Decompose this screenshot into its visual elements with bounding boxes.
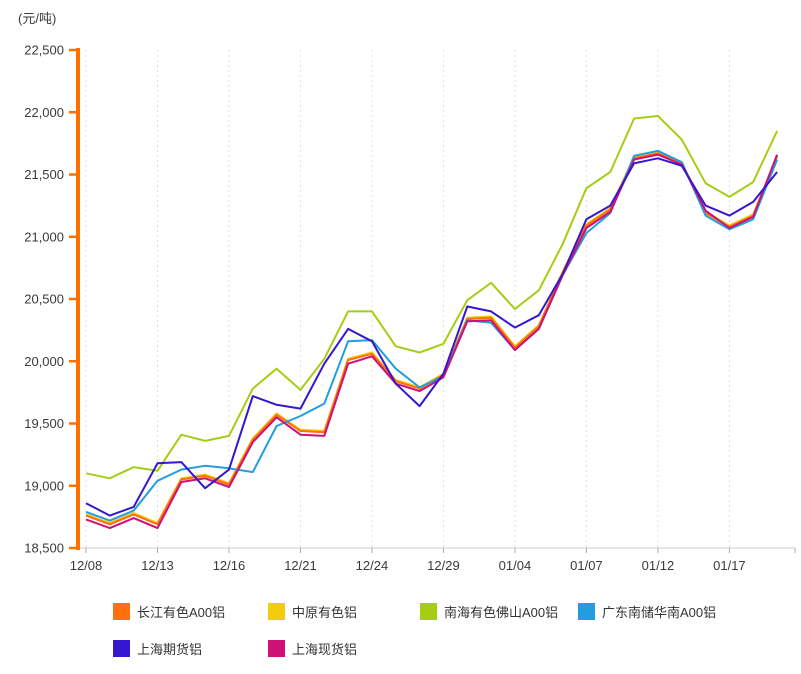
legend-item-label: 上海现货铝: [292, 642, 358, 657]
x-axis-tick-label: 12/29: [427, 558, 460, 573]
legend-swatch-icon: [420, 603, 437, 620]
legend-item-label: 中原有色铝: [292, 605, 358, 620]
y-axis-tick-label: 21,500: [24, 167, 64, 182]
y-axis-tick-label: 21,000: [24, 229, 64, 244]
legend-item-2[interactable]: 中原有色铝: [268, 602, 357, 621]
y-axis-tick-label: 22,500: [24, 43, 64, 58]
series-line-4: [85, 149, 779, 522]
y-axis-tick-label: 19,000: [24, 478, 64, 493]
x-axis-tick-label: 12/16: [213, 558, 246, 573]
x-axis-tick-label: 01/12: [642, 558, 675, 573]
plot-area: 22,500 22,000 21,500 21,000 20,500 20,000 19,5…: [24, 43, 796, 573]
legend-swatch-icon: [578, 603, 595, 620]
y-axis-tick-label: 20,500: [24, 292, 64, 307]
legend-item-label: 广东南储华南A00铝: [602, 605, 717, 620]
x-axis-tick-label: 01/04: [499, 558, 532, 573]
legend-item-label: 南海有色佛山A00铝: [444, 605, 559, 620]
legend-item-1[interactable]: 长江有色A00铝: [113, 602, 225, 621]
x-axis-tick-label: 12/13: [141, 558, 174, 573]
legend-item-label: 上海期货铝: [137, 642, 203, 657]
y-axis-tick-label: 20,000: [24, 354, 64, 369]
x-axis-tick-label: 01/17: [713, 558, 746, 573]
x-axis-tick-label: 12/21: [284, 558, 317, 573]
x-axis-tick-label: 12/08: [70, 558, 103, 573]
legend-item-6[interactable]: 上海现货铝: [268, 639, 357, 658]
legend-item-3[interactable]: 南海有色佛山A00铝: [420, 602, 558, 621]
chart-legend: 长江有色A00铝 中原有色铝 南海有色佛山A00铝 广东南储华南A00铝上海期货铝 上海…: [0, 595, 801, 670]
legend-swatch-icon: [113, 640, 130, 657]
legend-item-label: 长江有色A00铝: [137, 605, 226, 620]
y-axis-tick-label: 18,500: [24, 541, 64, 556]
x-axis-tick-label: 12/24: [356, 558, 389, 573]
y-axis-tick-label: 19,500: [24, 416, 64, 431]
legend-item-5[interactable]: 上海期货铝: [113, 639, 202, 658]
series-line-5: [85, 157, 778, 517]
legend-swatch-icon: [268, 603, 285, 620]
series-line-6: [85, 153, 779, 530]
series-line-3: [85, 115, 779, 480]
x-axis-tick-label: 01/07: [570, 558, 603, 573]
legend-swatch-icon: [113, 603, 130, 620]
y-axis-unit-label: (元/吨): [18, 11, 57, 26]
y-axis-tick-label: 22,000: [24, 105, 64, 120]
legend-item-4[interactable]: 广东南储华南A00铝: [578, 602, 716, 621]
legend-swatch-icon: [268, 640, 285, 657]
